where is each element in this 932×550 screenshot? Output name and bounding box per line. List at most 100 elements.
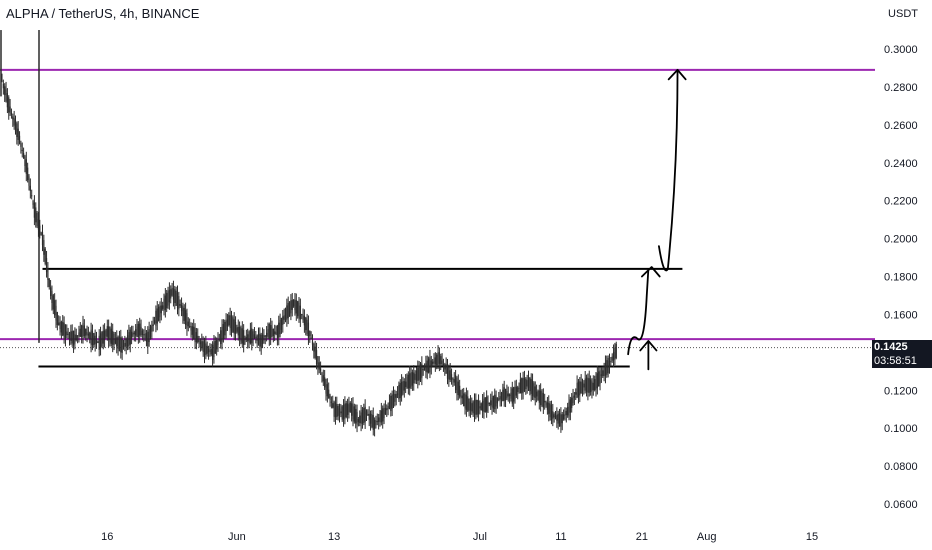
price-candle-body [463,393,465,407]
price-candle-body [430,360,432,368]
price-candle-body [132,332,134,336]
price-candle-body [460,390,462,398]
price-candle-body [544,400,546,403]
price-candle-body [131,331,133,339]
price-candle-body [303,316,305,326]
price-candle-body [472,401,474,414]
price-candle-body [226,319,229,327]
price-candle-body [368,413,370,420]
price-candle-body [428,358,430,373]
price-candle-body [104,330,106,341]
price-candle-body [531,380,534,396]
price-candle-body [367,414,369,416]
price-candle-body [191,326,193,335]
price-candle-body [313,343,315,352]
price-candle-body [197,335,199,343]
price-candle-body [452,378,454,380]
price-candle-body [461,395,463,399]
price-candle-body [193,326,195,339]
price-candle-body [151,325,153,332]
price-candle-body [291,299,293,310]
price-candle-body [206,345,208,354]
price-candle-body [286,305,288,320]
price-candle-body [479,406,481,409]
symbol-title[interactable]: ALPHA / TetherUS, 4h, BINANCE [6,6,200,21]
price-candle-body [492,396,494,409]
price-candle-body [124,342,126,347]
price-candle-body [276,326,278,341]
price-candle-body [23,152,25,159]
price-candle-body [216,340,218,350]
projection-arrowhead-small [639,340,658,352]
currency-label: USDT [888,8,918,20]
price-candle-body [515,386,517,396]
price-candle-body [174,289,176,304]
price-candle-body [101,331,103,347]
price-candle-body [97,341,99,343]
price-candle-body [263,335,265,341]
price-candle-body [287,303,289,319]
price-candle-body [565,410,567,416]
price-candle-body [340,411,342,414]
price-candle-body [572,396,574,403]
price-candle-body [513,387,515,402]
price-candle-body [51,291,53,304]
price-candle-body [156,308,158,324]
price-candle-body [245,337,247,340]
price-candle-body [251,328,253,344]
price-candle-body [374,419,376,429]
price-candle-body [75,334,77,341]
price-candle-body [591,381,593,391]
price-candle-body [137,323,139,338]
price-candle-body [166,292,168,309]
price-candle-body [541,391,543,407]
price-candle-body [116,337,118,347]
price-candle-body [523,377,526,392]
price-candle-body [511,388,513,404]
price-candle-body [278,322,280,338]
price-candle-body [106,326,108,337]
price-candle-body [56,312,58,325]
price-candle-body [274,331,276,335]
price-candle-body [93,333,95,346]
price-candle-body [419,364,422,380]
price-candle-body [333,401,335,417]
price-candle-body [480,403,482,411]
price-candle-body [217,339,219,345]
price-candle-body [557,413,559,424]
price-candle-body [575,392,577,395]
price-candle-body [390,395,392,412]
price-candle-body [391,394,393,409]
price-candle-body [155,310,157,326]
price-candle-body [228,315,230,326]
price-candle-body [554,416,557,418]
price-candle-body [37,219,40,230]
price-candle-body [426,360,428,373]
price-candle-body [604,363,607,376]
price-candle-body [468,398,470,411]
price-candle-body [379,413,381,423]
price-candle-body [320,368,322,372]
price-candle-body [79,328,81,337]
price-candle-body [40,232,42,236]
price-candle-body [398,384,400,400]
price-candle-body [599,370,601,384]
price-candle-body [352,404,354,419]
price-candle-body [270,325,272,339]
price-candle-body [255,336,257,338]
price-candle-body [442,364,445,366]
y-axis-tick-label: 0.3000 [884,44,918,56]
price-candle-body [568,401,570,417]
y-axis-tick-label: 0.0800 [884,461,918,473]
price-candle-body [488,402,490,404]
price-candle-body [294,299,296,311]
price-candle-body [212,344,214,360]
price-candle-body [232,317,234,333]
price-candle-body [376,421,378,423]
price-candle-body [82,322,84,337]
price-candle-body [477,400,480,414]
price-candle-body [347,403,349,415]
price-candle-body [326,384,328,397]
